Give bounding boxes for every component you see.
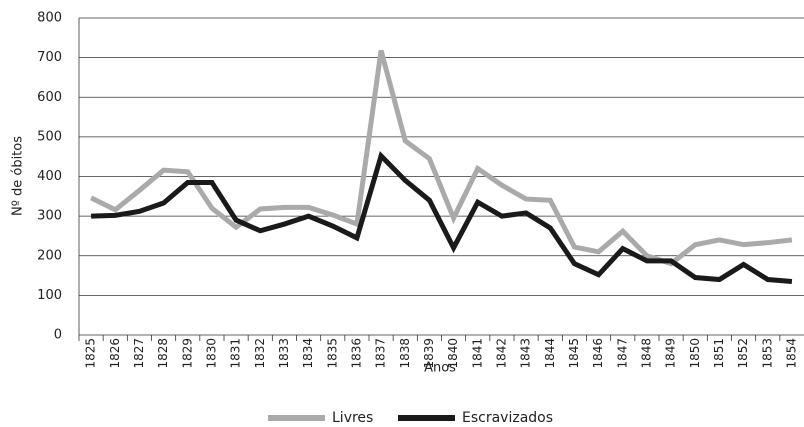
x-tick-label: 1832 (253, 338, 267, 369)
x-tick-label: 1826 (108, 338, 122, 369)
y-tick-label: 400 (37, 169, 62, 184)
y-tick-label: 600 (37, 90, 62, 105)
y-tick-label: 200 (37, 248, 62, 263)
legend-label: Livres (332, 410, 373, 426)
x-tick-label: 1828 (156, 338, 170, 369)
legend-label: Escravizados (462, 410, 553, 426)
x-tick-label: 1843 (519, 338, 533, 369)
x-tick-label: 1834 (301, 338, 315, 369)
y-tick-label: 700 (37, 50, 62, 65)
x-tick-label: 1850 (688, 338, 702, 369)
x-tick-label: 1851 (712, 338, 726, 369)
x-tick-label: 1846 (591, 338, 605, 369)
x-tick-label: 1842 (494, 338, 508, 369)
x-tick-label: 1833 (277, 338, 291, 369)
x-tick-label: 1836 (349, 338, 363, 369)
y-axis-label: Nº de óbitos (11, 136, 26, 216)
y-tick-label: 500 (37, 129, 62, 144)
x-tick-label: 1839 (422, 338, 436, 369)
x-tick-label: 1830 (204, 338, 218, 369)
x-tick-label: 1840 (446, 338, 460, 369)
x-tick-label: 1838 (398, 338, 412, 369)
x-tick-label: 1841 (470, 338, 484, 369)
y-tick-label: 800 (37, 11, 62, 26)
x-tick-label: 1829 (180, 338, 194, 369)
series-line (91, 151, 793, 284)
x-tick-label: 1835 (325, 338, 339, 369)
x-tick-label: 1845 (567, 338, 581, 369)
x-tick-label: 1849 (664, 338, 678, 369)
x-tick-label: 1852 (736, 338, 750, 369)
x-tick-label: 1831 (229, 338, 243, 369)
y-tick-label: 300 (37, 209, 62, 224)
y-tick-label: 0 (54, 328, 62, 343)
y-tick-label: 100 (37, 288, 62, 303)
x-tick-label: 1847 (615, 338, 629, 369)
x-tick-label: 1827 (132, 338, 146, 369)
x-tick-label: 1837 (374, 338, 388, 369)
x-axis-label: Anos (424, 361, 456, 376)
x-tick-label: 1854 (784, 338, 798, 369)
x-tick-label: 1844 (543, 338, 557, 369)
x-tick-label: 1825 (84, 338, 98, 369)
x-tick-label: 1853 (760, 338, 774, 369)
series-line (89, 49, 793, 267)
x-tick-label: 1848 (639, 338, 653, 369)
